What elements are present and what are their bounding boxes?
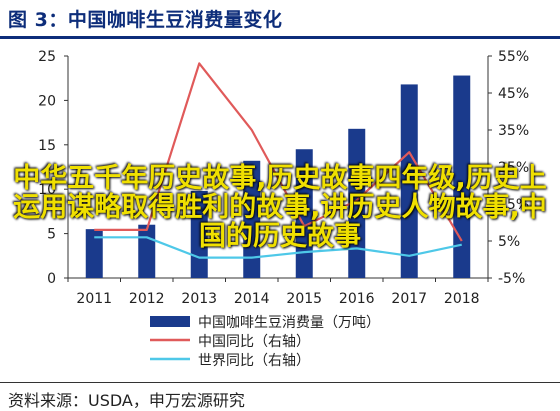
chart: 0 5 10 15 20 25 -5% 5% 15% 25% 35% 45% 55% 2011 2012 20… (38, 49, 529, 369)
left-axis-tick-label: 10 (38, 182, 56, 198)
bar-2015 (295, 149, 313, 278)
left-axis-tick-label: 0 (47, 271, 56, 287)
bar-2011 (85, 229, 103, 278)
bar-2016 (348, 128, 366, 278)
x-axis-tick-label: 2013 (181, 291, 217, 307)
bar-2018 (453, 75, 471, 278)
x-axis-tick-label: 2012 (129, 291, 165, 307)
right-axis-tick-label: 55% (498, 49, 529, 65)
x-axis-tick-label: 2018 (444, 291, 480, 307)
right-axis-tick-label: 5% (498, 234, 520, 250)
legend-label-world-yoy: 世界同比（右轴） (198, 353, 310, 369)
left-axis-tick-label: 5 (47, 227, 56, 243)
x-axis-tick-label: 2011 (76, 291, 112, 307)
x-axis-tick-label: 2015 (286, 291, 322, 307)
source-note: 资料来源：USDA，申万宏源研究 (8, 391, 245, 410)
watermark-overlay-text: 中华五千年历史故事,历史故事四年级,历史上运用谋略取得胜利的故事,讲历史人物故事… (13, 163, 547, 252)
source-divider (0, 382, 560, 383)
legend-swatch-bar (150, 316, 190, 327)
x-axis-tick-label: 2017 (391, 291, 427, 307)
line-world-yoy (94, 236, 462, 259)
right-axis-tick-label: 25% (498, 160, 529, 176)
right-axis-tick-label: 45% (498, 86, 529, 102)
x-axis-tick-label: 2014 (234, 291, 270, 307)
left-axis-tick-label: 15 (38, 138, 56, 154)
x-axis-tick-label: 2016 (339, 291, 375, 307)
right-axis-tick-label: -5% (498, 271, 525, 287)
title-divider (0, 36, 560, 39)
left-axis-tick-label: 25 (38, 49, 56, 65)
left-axis-tick-label: 20 (38, 93, 56, 109)
legend-label-bar: 中国咖啡生豆消费量（万吨） (198, 315, 380, 331)
bar-2017 (400, 84, 418, 278)
right-axis-tick-label: 35% (498, 123, 529, 139)
bar-2014 (243, 160, 261, 278)
legend-label-china-yoy: 中国同比（右轴） (198, 334, 310, 350)
right-axis-tick-label: 15% (498, 197, 529, 213)
chart-title: 图 3：中国咖啡生豆消费量变化 (8, 9, 283, 31)
line-china-yoy (94, 62, 463, 242)
